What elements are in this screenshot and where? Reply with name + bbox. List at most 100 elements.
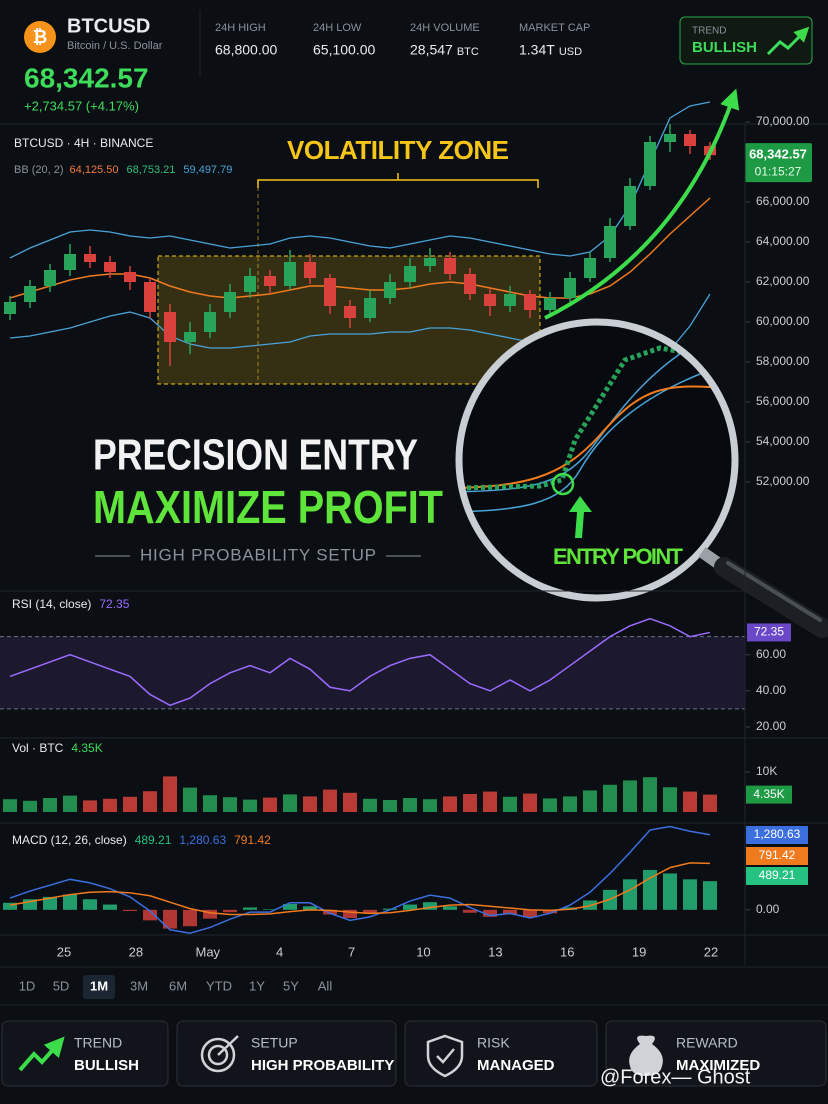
candle-body	[264, 276, 276, 286]
macd-histogram-bar	[303, 906, 317, 910]
headline: PRECISION ENTRY	[93, 431, 418, 480]
macd-histogram-bar	[283, 903, 297, 910]
price: 68,342.57	[24, 62, 149, 93]
macd-histogram-bar	[663, 873, 677, 910]
stat-value: 68,800.00	[215, 42, 277, 58]
candle-body	[304, 262, 316, 278]
tagline: HIGH PROBABILITY SETUP	[140, 545, 376, 564]
macd-tag-label: 489.21	[759, 868, 796, 882]
macd-current: 1,280.63	[179, 833, 226, 847]
volume-bar	[703, 794, 717, 812]
timeframe-option[interactable]: All	[318, 978, 333, 993]
y-tick-label: 10K	[756, 764, 777, 778]
volume-bar	[303, 796, 317, 812]
card	[605, 1020, 827, 1087]
stats: 24H HIGH 68,800.00 24H LOW 65,100.00 24H VOL…	[215, 22, 590, 58]
volume-title: Vol · BTC	[12, 741, 64, 755]
volume-bar	[143, 791, 157, 812]
x-tick-label: 28	[129, 944, 143, 959]
card-label: TREND	[74, 1035, 122, 1051]
x-tick-label: May	[195, 944, 220, 959]
bb-upper	[9, 101, 711, 259]
btc-icon	[24, 21, 56, 53]
card	[1, 1020, 169, 1087]
volume-bar	[283, 794, 297, 812]
timeframe-option[interactable]: 1Y	[249, 978, 265, 993]
volume-bar	[583, 790, 597, 812]
price-chart: 70,000.00 66,000.00 64,000.00 62,000.00 60,0…	[4, 101, 812, 488]
card-label: SETUP	[251, 1035, 298, 1051]
countdown: 01:15:27	[755, 164, 802, 178]
macd-histogram-bar	[3, 902, 17, 910]
card-value: BULLISH	[74, 1057, 139, 1074]
candle-body	[124, 272, 136, 282]
volume-bar	[243, 799, 257, 812]
y-tick-label: 40.00	[756, 683, 786, 697]
timeframe-option[interactable]: 5Y	[283, 978, 299, 993]
candle-body	[224, 292, 236, 312]
candle-body	[444, 258, 456, 274]
indicator-value: 59,497.79	[183, 164, 232, 176]
trend-badge-label: TREND	[692, 26, 726, 37]
volume-bar	[63, 795, 77, 812]
timeframe-option[interactable]: 1D	[19, 978, 36, 993]
trend-badge	[679, 16, 813, 65]
timeframe-option[interactable]: YTD	[206, 978, 232, 993]
lens-rim	[455, 318, 739, 602]
btc-icon-glyph: ₿	[33, 27, 48, 47]
volume-bar	[103, 798, 117, 812]
macd-histogram-bar	[163, 909, 177, 929]
candle-body	[584, 258, 596, 278]
candle-body	[4, 302, 16, 314]
stat-unit: BTC	[457, 46, 479, 58]
macd-histogram-bar	[443, 906, 457, 910]
y-tick-label: 20.00	[756, 719, 786, 733]
timeframe-option[interactable]: 5D	[53, 978, 70, 993]
card-label: RISK	[477, 1035, 510, 1051]
macd-tag-label: 791.42	[759, 848, 796, 862]
stat-label: 24H LOW	[313, 22, 362, 34]
candle-body	[484, 294, 496, 306]
card	[404, 1020, 598, 1087]
volume-bar	[503, 796, 517, 812]
volume-bar	[523, 793, 537, 812]
shield-icon	[436, 1048, 455, 1064]
rsi-current: 72.35	[99, 597, 129, 611]
volume-bar	[643, 777, 657, 812]
signal-line	[9, 862, 711, 916]
last-price-label: 68,342.57	[749, 147, 807, 162]
timeframe-active	[83, 975, 115, 999]
candle-body	[204, 312, 216, 332]
trend-icon	[18, 1036, 65, 1072]
rsi-tag-label: 72.35	[754, 625, 784, 639]
trend-badge-value: BULLISH	[692, 39, 757, 56]
macd-histogram-bar	[23, 899, 37, 910]
volume-bar	[223, 797, 237, 812]
candle-body	[324, 278, 336, 306]
y-tick-label: 64,000.00	[756, 234, 810, 248]
handle	[714, 557, 828, 638]
macd-histogram-bar	[503, 909, 517, 915]
last-price-tag	[745, 143, 812, 183]
macd-histogram-bar	[623, 879, 637, 910]
x-tick-label: 25	[57, 944, 71, 959]
candle-body	[384, 282, 396, 298]
y-tick-label: 60.00	[756, 647, 786, 661]
macd-histogram-bar	[43, 896, 57, 910]
timeframe-option[interactable]: 6M	[169, 978, 187, 993]
symbol: BTCUSD	[67, 15, 150, 37]
macd-current: 791.42	[234, 833, 271, 847]
x-tick-label: 22	[704, 944, 718, 959]
volume-bar	[363, 798, 377, 812]
card-value: MAXIMIZED	[676, 1057, 760, 1074]
candle-body	[364, 298, 376, 318]
volume-bar	[163, 776, 177, 812]
macd-panel: 489.21 1,280.63 791.42 0.00 1,280.63 791.42 48…	[3, 825, 808, 935]
y-tick-label: 62,000.00	[756, 274, 810, 288]
timeframe-option[interactable]: 3M	[130, 978, 148, 993]
timeframe-option[interactable]: 1M	[90, 978, 108, 993]
macd-current: 489.21	[135, 833, 172, 847]
candle-body	[64, 254, 76, 270]
candle-body	[524, 294, 536, 310]
